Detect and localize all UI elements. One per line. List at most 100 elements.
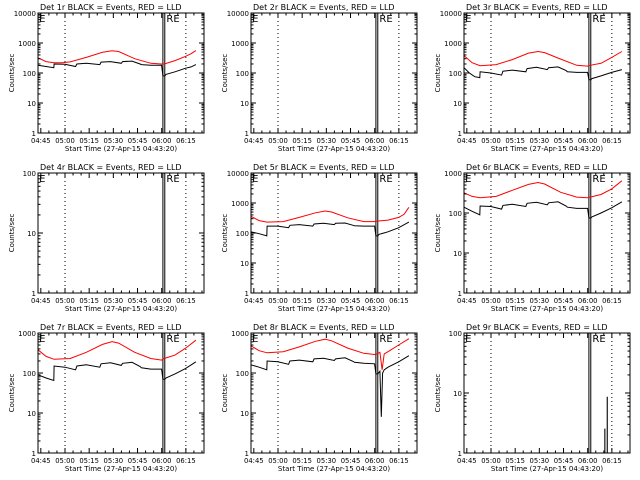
x-tick-label: 06:15: [176, 137, 196, 145]
x-axis-label: Start Time (27-Apr-15 04:43:20): [278, 305, 390, 313]
y-tick-label: 1: [245, 130, 249, 138]
x-tick-label: 05:00: [268, 137, 288, 145]
series-group: [251, 338, 410, 417]
plot-frame: [37, 12, 205, 134]
x-tick-label: 05:45: [554, 137, 574, 145]
y-axis-label: Counts/sec: [8, 54, 16, 93]
x-tick-label: 04:45: [244, 297, 264, 305]
x-tick-label: 05:30: [317, 137, 337, 145]
x-tick-label: 06:00: [365, 297, 385, 305]
y-tick-label: 10: [240, 410, 249, 418]
marker-label-re: RE: [379, 174, 392, 185]
panel-title: Det 2r BLACK = Events, RED = LLD: [253, 3, 395, 12]
marker-label-re: RE: [592, 334, 605, 345]
x-tick-label: 04:45: [457, 457, 477, 465]
x-tick-label: 04:45: [244, 137, 264, 145]
marker-label-re: RE: [379, 334, 392, 345]
panel-title: Det 3r BLACK = Events, RED = LLD: [466, 3, 608, 12]
x-tick-label: 06:00: [152, 297, 172, 305]
x-tick-label: 05:00: [481, 297, 501, 305]
x-tick-label: 06:15: [602, 137, 622, 145]
x-tick-label: 06:15: [389, 137, 409, 145]
x-tick-label: 04:45: [457, 137, 477, 145]
x-tick-label: 06:00: [578, 457, 598, 465]
y-tick-label: 1: [245, 290, 249, 298]
x-tick-label: 06:00: [578, 297, 598, 305]
y-tick-label: 1: [32, 130, 36, 138]
y-tick-label: 10000: [227, 170, 249, 178]
y-tick-label: 10: [453, 390, 462, 398]
x-tick-label: 05:00: [268, 457, 288, 465]
marker-label-e: E: [465, 14, 471, 25]
panel-det-3r: Det 3r BLACK = Events, RED = LLD E RE 1 10 10…: [434, 3, 631, 153]
marker-label-e: E: [39, 14, 45, 25]
panel-det-1r: Det 1r BLACK = Events, RED = LLD E RE 1 10 10…: [8, 3, 205, 153]
marker-label-e: E: [465, 174, 471, 185]
series-line-lld: [38, 50, 197, 65]
y-tick-label: 1: [32, 290, 36, 298]
marker-label-re: RE: [379, 14, 392, 25]
marker-label-re: RE: [166, 14, 179, 25]
series-line-events: [604, 396, 608, 453]
y-tick-label: 1000: [18, 40, 36, 48]
x-tick-label: 05:00: [55, 297, 75, 305]
y-tick-label: 100: [449, 330, 462, 338]
x-tick-label: 05:45: [554, 457, 574, 465]
y-axis-label: Counts/sec: [221, 214, 229, 253]
y-tick-label: 10: [27, 230, 36, 238]
series-group: [464, 180, 623, 219]
x-axis-label: Start Time (27-Apr-15 04:43:20): [65, 465, 177, 473]
marker-label-e: E: [252, 334, 258, 345]
y-tick-label: 10: [240, 100, 249, 108]
x-tick-label: 05:15: [292, 457, 312, 465]
x-tick-label: 04:45: [457, 297, 477, 305]
x-tick-label: 06:00: [365, 457, 385, 465]
panel-title: Det 4r BLACK = Events, RED = LLD: [40, 163, 182, 172]
y-axis-label: Counts/sec: [434, 214, 442, 253]
marker-label-e: E: [465, 334, 471, 345]
plot-frame: [37, 332, 205, 454]
x-tick-label: 05:30: [104, 137, 124, 145]
y-axis-label: Counts/sec: [8, 374, 16, 413]
x-tick-label: 05:15: [79, 137, 99, 145]
panel-title: Det 6r BLACK = Events, RED = LLD: [466, 163, 608, 172]
y-tick-label: 100: [23, 370, 36, 378]
x-tick-label: 04:45: [31, 297, 51, 305]
x-tick-label: 05:15: [505, 457, 525, 465]
x-tick-label: 06:15: [602, 297, 622, 305]
series-line-lld: [251, 338, 410, 370]
x-tick-label: 05:45: [128, 297, 148, 305]
marker-label-e: E: [39, 334, 45, 345]
plot-frame: [463, 172, 631, 294]
x-tick-label: 06:00: [152, 457, 172, 465]
series-group: [604, 396, 608, 453]
plot-frame: [37, 172, 205, 294]
marker-label-re: RE: [166, 174, 179, 185]
x-tick-label: 05:15: [292, 137, 312, 145]
y-tick-label: 1000: [18, 330, 36, 338]
series-line-events: [38, 361, 197, 382]
y-tick-label: 1: [32, 450, 36, 458]
y-axis-label: Counts/sec: [8, 214, 16, 253]
plot-frame: [250, 332, 418, 454]
panel-det-9r: Det 9r BLACK = Events, RED = LLD E RE 1 10 10…: [434, 323, 631, 473]
panel-title: Det 7r BLACK = Events, RED = LLD: [40, 323, 182, 332]
marker-label-re: RE: [592, 174, 605, 185]
x-tick-label: 06:15: [176, 457, 196, 465]
y-tick-label: 1: [245, 450, 249, 458]
x-tick-label: 05:45: [128, 457, 148, 465]
marker-label-e: E: [252, 174, 258, 185]
x-tick-label: 06:00: [365, 137, 385, 145]
x-tick-label: 04:45: [244, 457, 264, 465]
y-tick-label: 1000: [231, 330, 249, 338]
x-tick-label: 05:15: [79, 297, 99, 305]
x-tick-label: 05:00: [481, 457, 501, 465]
x-tick-label: 06:15: [602, 457, 622, 465]
y-tick-label: 1000: [231, 40, 249, 48]
panel-det-4r: Det 4r BLACK = Events, RED = LLD E RE 1 10 10…: [8, 163, 205, 313]
x-tick-label: 05:45: [341, 137, 361, 145]
y-tick-label: 100: [449, 210, 462, 218]
series-line-events: [464, 201, 623, 219]
y-tick-label: 1000: [444, 170, 462, 178]
y-tick-label: 100: [236, 70, 249, 78]
